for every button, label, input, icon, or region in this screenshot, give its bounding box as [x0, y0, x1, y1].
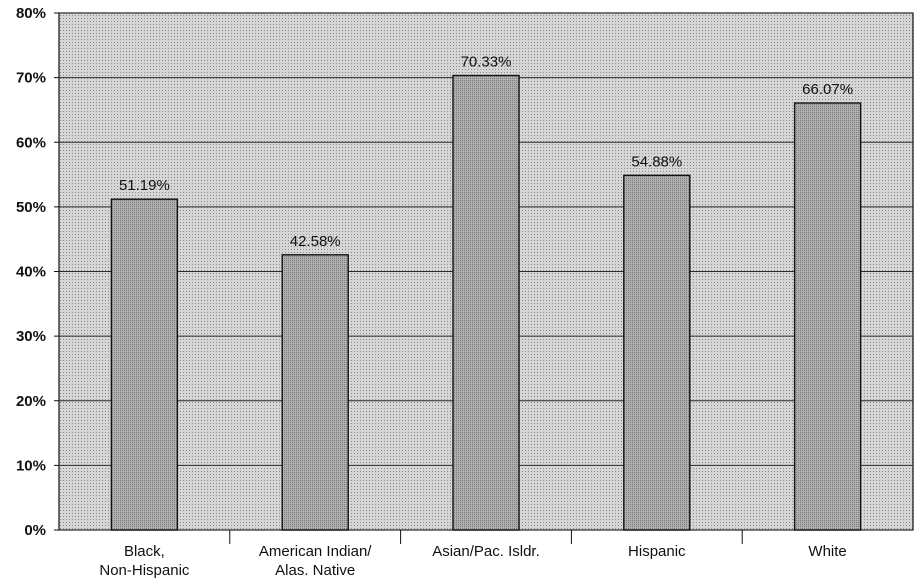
- bar: [281, 254, 349, 531]
- data-labels: 51.19% 42.58% 70.33% 54.88% 66.07%: [119, 53, 853, 249]
- y-tick-label: 30%: [16, 328, 46, 345]
- bar: [623, 174, 691, 531]
- bar: [793, 102, 862, 531]
- y-tick-label: 20%: [16, 393, 46, 410]
- y-tick-label: 10%: [16, 457, 46, 474]
- y-tick-label: 80%: [16, 5, 46, 22]
- x-tick-label: Asian/Pac. Isldr.: [432, 543, 540, 560]
- y-tick-label: 0%: [24, 522, 46, 539]
- y-axis-tick-labels: 0% 10% 20% 30% 40% 50% 60% 70% 80%: [16, 5, 46, 539]
- data-label: 54.88%: [631, 153, 682, 170]
- bar: [110, 198, 179, 531]
- x-tick-label: American Indian/: [259, 543, 372, 560]
- x-tick-label: Black,: [124, 543, 165, 560]
- x-tick-label: Alas. Native: [275, 562, 355, 579]
- data-label: 66.07%: [802, 81, 853, 98]
- y-tick-label: 50%: [16, 199, 46, 216]
- x-axis-tick-labels: Black, Non-Hispanic American Indian/Alas. …: [99, 543, 846, 579]
- x-tick-label: Hispanic: [628, 543, 686, 560]
- y-tick-label: 40%: [16, 264, 46, 281]
- x-tick-label: Non-Hispanic: [99, 562, 190, 579]
- bars: [110, 74, 862, 531]
- y-tick-label: 60%: [16, 134, 46, 151]
- data-label: 51.19%: [119, 177, 170, 194]
- x-tick-label: White: [808, 543, 846, 560]
- data-label: 42.58%: [290, 233, 341, 250]
- y-tick-label: 70%: [16, 70, 46, 87]
- data-label: 70.33%: [461, 53, 512, 70]
- bar: [452, 74, 520, 531]
